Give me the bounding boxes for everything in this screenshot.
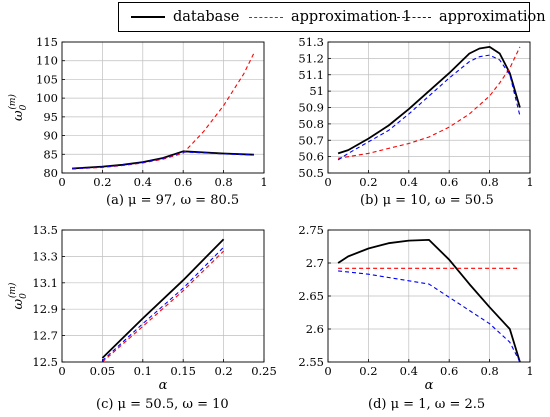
ytick-label-b-5: 51	[309, 84, 324, 98]
ytick-label-d-2: 2.65	[298, 289, 324, 303]
y-axis-label-c: ω0(m)	[7, 282, 29, 309]
ytick-label-b-0: 50.5	[298, 166, 324, 180]
xtick-label-a-5: 1	[260, 175, 267, 189]
x-axis-label-c: α	[159, 378, 168, 393]
caption-d: (d) μ = 1, ω = 2.5	[368, 397, 486, 412]
caption-b: (b) μ = 10, ω = 50.5	[360, 193, 494, 208]
ytick-label-d-3: 2.7	[306, 256, 324, 270]
legend-label-database: database	[173, 9, 240, 25]
ytick-label-c-0: 12.5	[32, 355, 58, 369]
series-line-a-approximation-2	[72, 151, 254, 170]
ytick-label-c-2: 12.9	[32, 302, 58, 316]
xtick-label-c-5: 0.25	[251, 364, 277, 378]
ytick-label-a-4: 100	[36, 91, 58, 105]
legend-swatch-database	[131, 16, 165, 18]
ytick-label-a-3: 95	[43, 110, 58, 124]
ytick-label-a-5: 105	[36, 72, 58, 86]
ytick-label-a-2: 90	[43, 129, 58, 143]
series-line-a-approximation-1	[72, 52, 255, 170]
xtick-label-a-4: 0.8	[214, 175, 232, 189]
series-line-b-approximation-2	[337, 54, 521, 161]
series-line-b-database	[337, 46, 521, 155]
ytick-label-b-8: 51.3	[298, 35, 324, 49]
ytick-label-c-3: 13.1	[32, 276, 58, 290]
xtick-label-b-0: 0	[324, 175, 331, 189]
xtick-label-b-3: 0.6	[440, 175, 458, 189]
xtick-label-b-1: 0.2	[359, 175, 377, 189]
series-line-b-approximation-1	[338, 46, 521, 159]
legend-label-approximation-2: approximation 2	[439, 9, 550, 25]
xtick-label-a-0: 0	[58, 175, 65, 189]
xtick-label-c-4: 0.2	[214, 364, 232, 378]
plot-frame-d	[327, 229, 531, 363]
ytick-label-b-1: 50.6	[298, 150, 324, 164]
ytick-label-d-4: 2.75	[298, 223, 324, 237]
ytick-label-a-1: 85	[43, 147, 58, 161]
xtick-label-a-3: 0.6	[174, 175, 192, 189]
xtick-label-c-1: 0.05	[90, 364, 116, 378]
series-line-c-database	[101, 238, 225, 359]
xtick-label-d-2: 0.4	[400, 364, 418, 378]
ytick-label-c-4: 13.3	[32, 249, 58, 263]
xtick-label-b-5: 1	[526, 175, 533, 189]
series-line-d-approximation-2	[338, 270, 521, 363]
ytick-label-a-0: 80	[43, 166, 58, 180]
legend: database approximation 1 approximation 2	[118, 2, 550, 32]
series-line-c-approximation-1	[102, 250, 224, 363]
xtick-label-a-2: 0.4	[134, 175, 152, 189]
ytick-label-d-0: 2.55	[298, 355, 324, 369]
legend-swatch-approximation-1	[249, 16, 283, 18]
plot-frame-c	[61, 229, 265, 363]
ytick-label-c-5: 13.5	[32, 223, 58, 237]
legend-swatch-approximation-2	[397, 16, 431, 18]
xtick-label-a-1: 0.2	[93, 175, 111, 189]
caption-a: (a) μ = 97, ω = 80.5	[106, 193, 240, 208]
ytick-label-b-6: 51.1	[298, 68, 324, 82]
xtick-label-d-5: 1	[526, 364, 533, 378]
xtick-label-d-4: 0.8	[480, 364, 498, 378]
ytick-label-b-7: 51.2	[298, 51, 324, 65]
xtick-label-c-3: 0.15	[170, 364, 196, 378]
ytick-label-d-1: 2.6	[306, 322, 324, 336]
ytick-label-b-3: 50.8	[298, 117, 324, 131]
xtick-label-c-2: 0.1	[134, 364, 152, 378]
xtick-label-d-1: 0.2	[359, 364, 377, 378]
legend-item-approximation-1: approximation 1	[249, 9, 411, 25]
ytick-label-c-1: 12.7	[32, 329, 58, 343]
legend-item-database: database	[131, 9, 239, 25]
y-axis-label-a: ω0(m)	[7, 94, 29, 121]
x-axis-label-d: α	[425, 378, 434, 393]
ytick-label-a-7: 115	[36, 35, 58, 49]
xtick-label-b-4: 0.8	[480, 175, 498, 189]
series-line-c-approximation-2	[102, 246, 224, 362]
xtick-label-d-0: 0	[324, 364, 331, 378]
series-line-d-database	[337, 238, 521, 363]
caption-c: (c) μ = 50.5, ω = 10	[96, 397, 229, 412]
ytick-label-b-2: 50.7	[298, 133, 324, 147]
legend-item-approximation-2: approximation 2	[397, 9, 550, 25]
xtick-label-d-3: 0.6	[440, 364, 458, 378]
xtick-label-b-2: 0.4	[400, 175, 418, 189]
plot-frame-a	[61, 41, 265, 174]
xtick-label-c-0: 0	[58, 364, 65, 378]
ytick-label-a-6: 110	[36, 54, 58, 68]
ytick-label-b-4: 50.9	[298, 101, 324, 115]
legend-label-approximation-1: approximation 1	[291, 9, 412, 25]
plot-frame-b	[327, 41, 531, 174]
